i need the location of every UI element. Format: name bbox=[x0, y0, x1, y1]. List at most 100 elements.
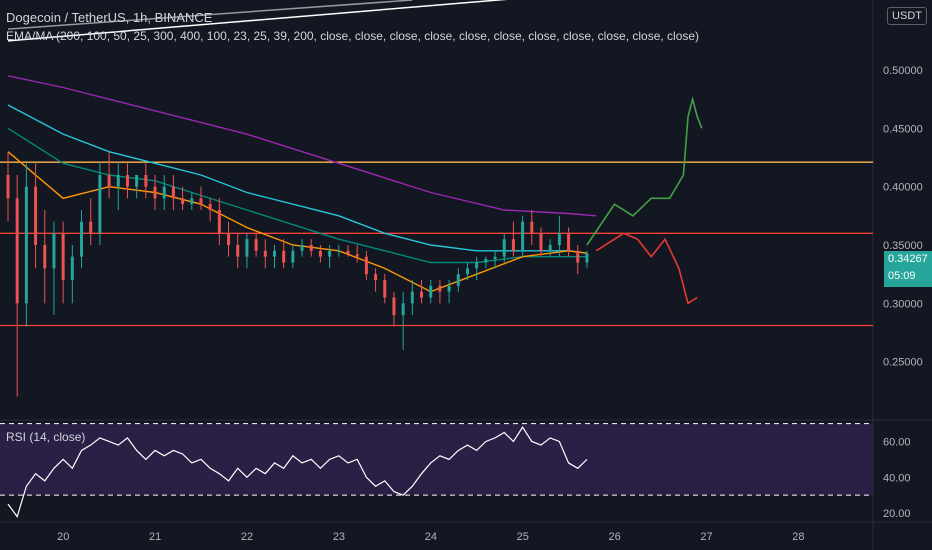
candle-body-60 bbox=[557, 233, 561, 245]
candle-body-26 bbox=[245, 239, 249, 257]
rsi-band bbox=[0, 423, 873, 496]
candle-body-58 bbox=[539, 233, 543, 251]
candle-body-32 bbox=[300, 245, 304, 251]
candle-body-41 bbox=[383, 280, 387, 298]
candle-body-42 bbox=[392, 297, 396, 315]
price-tick-2: 0.40000 bbox=[883, 182, 923, 194]
candle-body-11 bbox=[107, 175, 111, 187]
bar-countdown: 05:09 bbox=[888, 270, 916, 282]
candle-body-34 bbox=[318, 250, 322, 257]
candle-body-27 bbox=[254, 239, 258, 251]
candle-body-9 bbox=[89, 221, 93, 234]
candle-body-20 bbox=[190, 198, 194, 205]
ema-line-2 bbox=[7, 127, 587, 264]
rsi-tick-0: 60.00 bbox=[883, 436, 911, 448]
candle-body-51 bbox=[475, 262, 479, 269]
candle-body-29 bbox=[272, 250, 276, 257]
trend-line-1 bbox=[7, 0, 508, 42]
candle-body-38 bbox=[355, 254, 359, 257]
candle-body-7 bbox=[70, 256, 74, 280]
price-tick-1: 0.45000 bbox=[883, 123, 923, 135]
candle-body-8 bbox=[80, 221, 84, 257]
rsi-tick-2: 20.00 bbox=[883, 508, 911, 520]
candle-body-16 bbox=[153, 186, 157, 199]
time-tick-3: 23 bbox=[333, 531, 345, 543]
currency-badge[interactable]: USDT bbox=[887, 7, 927, 25]
candle-body-45 bbox=[420, 291, 424, 298]
candle-body-40 bbox=[374, 274, 378, 280]
time-tick-7: 27 bbox=[700, 531, 712, 543]
candle-body-52 bbox=[484, 259, 488, 263]
candle-body-54 bbox=[502, 239, 506, 257]
candle-body-19 bbox=[181, 198, 185, 205]
candle-body-17 bbox=[162, 186, 166, 199]
candle-body-3 bbox=[34, 186, 38, 245]
candle-body-1 bbox=[15, 198, 19, 304]
candle-body-53 bbox=[493, 256, 497, 259]
candle-body-22 bbox=[208, 204, 212, 210]
trend-line-0 bbox=[7, 0, 413, 30]
time-tick-1: 21 bbox=[149, 531, 161, 543]
time-tick-5: 25 bbox=[517, 531, 529, 543]
candle-body-5 bbox=[52, 233, 56, 269]
candle-body-59 bbox=[548, 245, 552, 251]
candle-body-31 bbox=[291, 250, 295, 263]
candle-body-37 bbox=[346, 250, 350, 255]
candle-body-56 bbox=[521, 221, 525, 251]
price-tick-4: 0.30000 bbox=[883, 298, 923, 310]
candle-body-33 bbox=[309, 245, 313, 251]
candle-body-23 bbox=[217, 210, 221, 234]
time-tick-6: 26 bbox=[609, 531, 621, 543]
symbol-title[interactable]: Dogecoin / TetherUS, 1h, BINANCE bbox=[6, 10, 213, 25]
candle-body-46 bbox=[429, 285, 433, 298]
price-tick-3: 0.35000 bbox=[883, 240, 923, 252]
candle-body-50 bbox=[465, 268, 469, 275]
time-tick-8: 28 bbox=[792, 531, 804, 543]
candle-body-18 bbox=[171, 186, 175, 199]
price-tick-5: 0.25000 bbox=[883, 357, 923, 369]
candle-body-21 bbox=[199, 198, 203, 205]
candle-body-30 bbox=[282, 250, 286, 263]
rsi-tick-1: 40.00 bbox=[883, 472, 911, 484]
time-tick-4: 24 bbox=[425, 531, 437, 543]
candle-body-62 bbox=[576, 250, 580, 263]
candle-body-57 bbox=[530, 221, 534, 234]
candle-body-15 bbox=[144, 175, 148, 187]
candle-body-48 bbox=[447, 285, 451, 292]
candle-body-63 bbox=[585, 253, 589, 263]
ema-line-1 bbox=[7, 104, 588, 254]
candle-body-49 bbox=[456, 274, 460, 286]
forecast-drawing-1 bbox=[595, 232, 698, 305]
candle-body-24 bbox=[227, 233, 231, 245]
candle-body-0 bbox=[6, 175, 10, 199]
candle-body-47 bbox=[438, 285, 442, 292]
last-price-value: 0.34267 bbox=[888, 253, 928, 265]
candle-body-39 bbox=[364, 256, 368, 275]
ema-line-3 bbox=[7, 151, 588, 293]
candle-body-43 bbox=[401, 303, 405, 315]
last-price-tag: 0.34267 05:09 bbox=[884, 251, 932, 287]
candle-body-61 bbox=[567, 233, 571, 251]
candle-body-44 bbox=[410, 291, 414, 304]
time-tick-2: 22 bbox=[241, 531, 253, 543]
rsi-legend[interactable]: RSI (14, close) bbox=[6, 430, 86, 444]
candle-body-12 bbox=[116, 175, 120, 187]
candle-body-35 bbox=[328, 250, 332, 257]
indicator-legend[interactable]: EMA/MA (200, 100, 50, 25, 300, 400, 100,… bbox=[6, 29, 700, 43]
candle-body-36 bbox=[337, 250, 341, 252]
candle-body-10 bbox=[98, 175, 102, 234]
candle-body-25 bbox=[236, 245, 240, 257]
ema-line-0 bbox=[7, 75, 597, 217]
rsi-line bbox=[7, 426, 588, 518]
forecast-drawing-0 bbox=[586, 96, 703, 246]
candle-body-13 bbox=[125, 175, 129, 187]
candle-body-2 bbox=[24, 186, 28, 304]
candle-body-6 bbox=[61, 233, 65, 280]
candle-body-28 bbox=[263, 250, 267, 257]
time-tick-0: 20 bbox=[57, 531, 69, 543]
price-tick-0: 0.50000 bbox=[883, 65, 923, 77]
candle-body-4 bbox=[43, 245, 47, 269]
candle-body-55 bbox=[511, 239, 515, 251]
candle-body-14 bbox=[135, 175, 139, 187]
